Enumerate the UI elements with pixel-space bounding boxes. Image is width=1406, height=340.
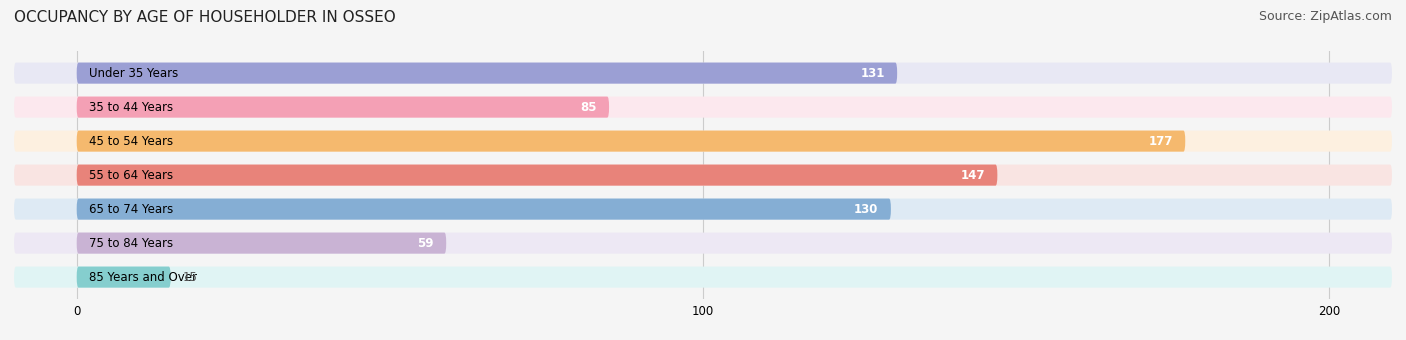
Text: 55 to 64 Years: 55 to 64 Years [89, 169, 173, 182]
FancyBboxPatch shape [77, 199, 891, 220]
Text: 59: 59 [418, 237, 433, 250]
FancyBboxPatch shape [14, 233, 1392, 254]
Text: 177: 177 [1149, 135, 1173, 148]
Text: OCCUPANCY BY AGE OF HOUSEHOLDER IN OSSEO: OCCUPANCY BY AGE OF HOUSEHOLDER IN OSSEO [14, 10, 396, 25]
FancyBboxPatch shape [14, 63, 1392, 84]
FancyBboxPatch shape [77, 267, 170, 288]
FancyBboxPatch shape [77, 233, 446, 254]
Text: 85 Years and Over: 85 Years and Over [89, 271, 197, 284]
Text: 35 to 44 Years: 35 to 44 Years [89, 101, 173, 114]
FancyBboxPatch shape [14, 267, 1392, 288]
Text: 85: 85 [581, 101, 596, 114]
Text: 147: 147 [960, 169, 984, 182]
Text: 45 to 54 Years: 45 to 54 Years [89, 135, 173, 148]
FancyBboxPatch shape [77, 131, 1185, 152]
Text: 65 to 74 Years: 65 to 74 Years [89, 203, 173, 216]
Text: Source: ZipAtlas.com: Source: ZipAtlas.com [1258, 10, 1392, 23]
FancyBboxPatch shape [77, 165, 997, 186]
Text: 15: 15 [183, 271, 198, 284]
Text: 131: 131 [860, 67, 884, 80]
FancyBboxPatch shape [77, 63, 897, 84]
Text: Under 35 Years: Under 35 Years [89, 67, 179, 80]
FancyBboxPatch shape [14, 131, 1392, 152]
Text: 130: 130 [853, 203, 879, 216]
FancyBboxPatch shape [77, 97, 609, 118]
FancyBboxPatch shape [14, 199, 1392, 220]
FancyBboxPatch shape [14, 165, 1392, 186]
FancyBboxPatch shape [14, 97, 1392, 118]
Text: 75 to 84 Years: 75 to 84 Years [89, 237, 173, 250]
